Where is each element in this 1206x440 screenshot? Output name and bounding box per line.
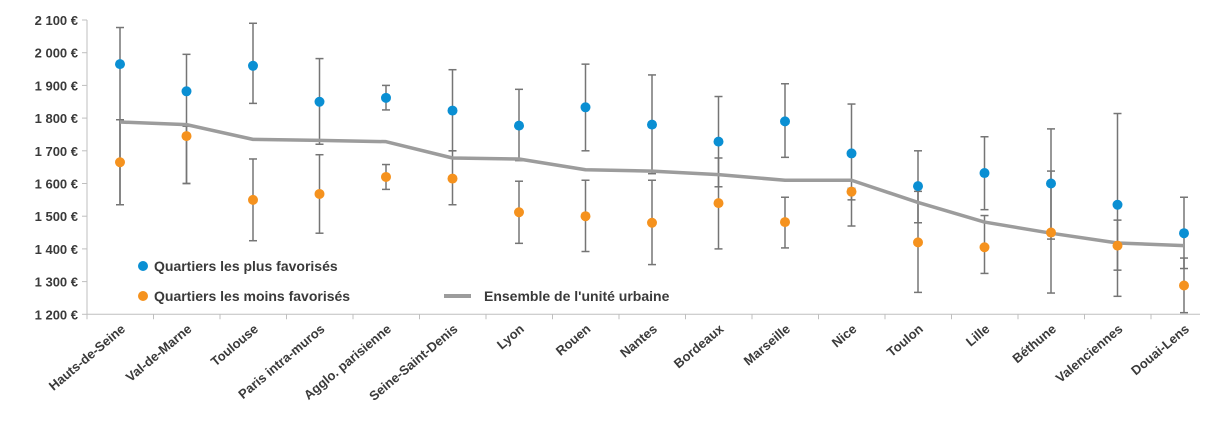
x-category-label: Toulon <box>884 321 926 360</box>
point-most-favored <box>181 86 192 97</box>
point-most-favored <box>381 92 391 103</box>
y-tick-label: 1 200 € <box>35 307 78 322</box>
point-least-favored <box>1112 240 1123 251</box>
x-category-label: Hauts-de-Seine <box>46 321 128 393</box>
point-least-favored <box>314 188 325 199</box>
line-series <box>119 120 1185 248</box>
x-category-label: Lille <box>963 321 993 349</box>
y-tick-label: 1 300 € <box>35 275 78 290</box>
y-tick-label: 1 800 € <box>35 111 78 126</box>
legend-label-low: Quartiers les moins favorisés <box>154 288 350 304</box>
point-most-favored <box>780 116 790 127</box>
point-least-favored <box>1046 227 1056 238</box>
legend-marker-low <box>138 291 148 301</box>
point-most-favored <box>1046 178 1056 189</box>
point-most-favored <box>1179 228 1189 239</box>
point-least-favored <box>979 242 990 253</box>
point-least-favored <box>381 171 391 182</box>
point-least-favored <box>780 217 790 228</box>
legend-label-high: Quartiers les plus favorisés <box>154 258 338 274</box>
x-category-label: Val-de-Marne <box>123 321 195 385</box>
legend: Quartiers les plus favorisés Quartiers l… <box>138 258 670 304</box>
point-most-favored <box>913 181 923 192</box>
x-category-label: Valenciennes <box>1053 321 1126 385</box>
x-category-label: Bordeaux <box>671 321 727 372</box>
point-most-favored <box>580 102 591 113</box>
point-most-favored <box>647 119 657 130</box>
point-least-favored <box>115 157 125 168</box>
point-most-favored <box>115 59 125 70</box>
x-category-label: Douai-Lens <box>1128 321 1192 378</box>
point-most-favored <box>979 168 990 179</box>
point-least-favored <box>248 194 258 205</box>
point-least-favored <box>447 173 458 184</box>
point-most-favored <box>1112 199 1123 210</box>
point-most-favored <box>514 120 524 131</box>
point-least-favored <box>1179 280 1189 291</box>
point-least-favored <box>514 207 524 218</box>
point-most-favored <box>248 60 258 71</box>
y-tick-label: 1 400 € <box>35 242 78 257</box>
point-most-favored <box>713 136 724 147</box>
legend-label-total: Ensemble de l'unité urbaine <box>484 288 670 304</box>
point-least-favored <box>580 211 591 222</box>
x-category-label: Béthune <box>1009 321 1058 366</box>
legend-marker-high <box>138 261 148 271</box>
y-tick-label: 2 100 € <box>35 13 78 28</box>
y-tick-label: 2 000 € <box>35 46 78 61</box>
point-least-favored <box>846 186 857 197</box>
point-most-favored <box>447 105 458 116</box>
point-least-favored <box>713 198 724 209</box>
point-least-favored <box>913 237 923 248</box>
x-category-label: Toulouse <box>208 321 261 369</box>
series-line-total <box>119 120 1185 248</box>
data-points <box>115 59 1189 291</box>
point-most-favored <box>846 148 857 159</box>
x-category-label: Lyon <box>494 321 527 352</box>
point-most-favored <box>314 96 325 107</box>
x-category-label: Nantes <box>617 321 660 360</box>
y-tick-label: 1 700 € <box>35 144 78 159</box>
x-category-label: Marseille <box>741 321 793 368</box>
x-category-label: Rouen <box>553 321 594 359</box>
point-least-favored <box>181 131 192 142</box>
y-tick-label: 1 500 € <box>35 209 78 224</box>
y-tick-label: 1 600 € <box>35 177 78 192</box>
y-axis: 1 200 € 1 300 € 1 400 € 1 500 € 1 600 € 1 700… <box>35 13 88 322</box>
x-category-label: Nice <box>829 321 860 350</box>
y-tick-label: 1 900 € <box>35 78 78 93</box>
point-least-favored <box>647 217 657 228</box>
